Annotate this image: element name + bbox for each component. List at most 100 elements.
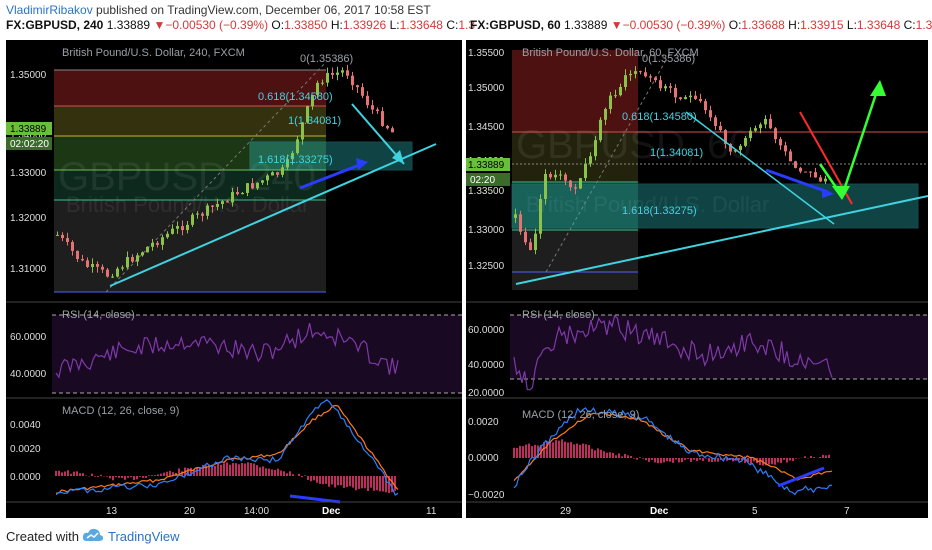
macd-tick: 0.0000 (468, 453, 499, 464)
candle-body (549, 173, 552, 178)
arrow-head-icon (356, 158, 368, 170)
candle-body (381, 111, 384, 126)
tradingview-cloud-icon[interactable] (82, 527, 104, 543)
left-chart-panel[interactable]: GBPUSD, 240 British Pound/U.S. Dollar Br… (6, 40, 462, 518)
candle-body (281, 167, 284, 175)
candle-body (774, 128, 777, 140)
candle-body (764, 118, 767, 125)
candle-body (156, 242, 159, 245)
rsi-line (513, 314, 833, 391)
right-chart-panel[interactable]: GBPUSD, 60 British Pound/U.S. Dollar Bri… (466, 40, 928, 518)
channel-line (685, 111, 835, 225)
candle-body (181, 226, 184, 231)
candle-body (266, 175, 269, 181)
candle-body (351, 75, 354, 86)
candle-body (684, 97, 687, 100)
candle-body (91, 263, 94, 267)
countdown-tag-text: 02:20 (470, 175, 495, 186)
rsi-tick: 60.0000 (468, 325, 505, 336)
candle-body (569, 180, 572, 188)
macd-title: MACD (12, 26, close, 9) (62, 405, 179, 417)
candle-body (559, 174, 562, 176)
rsi-title: RSI (14, close) (522, 309, 595, 321)
candle-body (186, 224, 189, 231)
fib-zone-olive (512, 132, 638, 182)
close-value: 1.3 (458, 18, 475, 32)
macd-signal-line (55, 404, 399, 494)
price-axis-bg (6, 40, 52, 302)
time-tick: 5 (752, 506, 758, 517)
price-tick: 1.32500 (468, 261, 505, 272)
tradingview-brand-link[interactable]: TradingView (108, 529, 180, 544)
candle-body (106, 269, 109, 277)
fib-zone-olive (54, 106, 326, 136)
candle-body (141, 252, 144, 256)
candle-body (669, 86, 672, 88)
candle-body (739, 145, 742, 151)
candle-body (514, 214, 517, 218)
candlestick-series (56, 64, 394, 279)
candle-body (391, 128, 394, 133)
price-tick: 1.33500 (468, 186, 505, 197)
fib-label: 0.618(1.34580) (258, 91, 333, 103)
candle-body (579, 178, 582, 189)
candle-body (331, 72, 334, 75)
price-tick: 1.32000 (10, 213, 47, 224)
candle-body (121, 267, 124, 269)
candle-body (306, 106, 309, 123)
fib-label: 1(1.34081) (650, 147, 703, 159)
author-link[interactable]: VladimirRibakov (6, 3, 93, 17)
time-tick: 13 (106, 506, 118, 517)
candle-body (529, 242, 532, 251)
momentum-arrow (299, 162, 363, 190)
chart-watermark-sub: British Pound/U.S. Dollar (526, 192, 769, 217)
last-price-tag (6, 122, 52, 135)
macd-line (55, 399, 399, 496)
candle-body (321, 82, 324, 84)
candle-body (56, 234, 59, 236)
forecast-path (818, 87, 880, 199)
candle-body (789, 151, 792, 162)
fib-label: 0(1.35386) (300, 53, 353, 65)
candle-body (614, 95, 617, 97)
candle-body (794, 161, 797, 168)
rsi-tick: 60.0000 (10, 332, 47, 343)
candle-body (81, 258, 84, 261)
fib-zone-dark-green (54, 170, 326, 200)
macd-title: MACD (12, 26, close, 9) (522, 409, 639, 421)
candle-body (256, 182, 259, 189)
macd-tick: 0.0020 (468, 417, 499, 428)
candle-body (61, 234, 64, 239)
candle-body (326, 72, 329, 83)
price-tick: 1.33000 (10, 168, 47, 179)
candle-body (564, 174, 567, 181)
publish-header: VladimirRibakov published on TradingView… (0, 0, 932, 40)
candle-body (694, 95, 697, 99)
rsi-tick: 40.0000 (10, 369, 47, 380)
countdown-tag-text: 02:02:20 (10, 139, 49, 150)
candle-body (539, 198, 542, 234)
divergence-arrow (289, 494, 341, 504)
time-tick: 7 (844, 506, 850, 517)
candle-body (131, 257, 134, 262)
candle-body (196, 213, 199, 215)
candle-body (201, 213, 204, 216)
candle-body (161, 237, 164, 245)
published-text: published on TradingView.com, December 0… (96, 3, 431, 17)
last-price-tag-text: 1.33889 (468, 160, 505, 171)
high-label: H: (330, 18, 343, 32)
change-value: −0.00530 (−0.39%) (622, 18, 726, 32)
candle-body (584, 163, 587, 179)
candle-body (96, 263, 99, 267)
price-tick: 1.35000 (10, 70, 47, 81)
fib-trend-dashed (105, 61, 327, 293)
rsi-band (52, 315, 462, 393)
last-price: 1.33889 (106, 18, 151, 32)
price-tick: 1.33000 (468, 225, 505, 236)
candle-body (624, 75, 627, 88)
macd-tick: 0.0020 (10, 444, 41, 455)
candle-body (809, 171, 812, 173)
candle-body (589, 156, 592, 164)
candle-body (744, 138, 747, 146)
candle-body (524, 231, 527, 243)
